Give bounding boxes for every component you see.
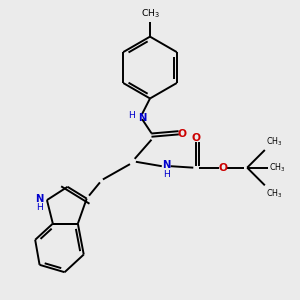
Text: CH$_3$: CH$_3$: [141, 7, 160, 20]
Text: H: H: [128, 111, 135, 120]
Text: CH$_3$: CH$_3$: [266, 135, 283, 148]
Text: H: H: [163, 169, 169, 178]
Text: CH$_3$: CH$_3$: [269, 161, 286, 174]
Text: O: O: [191, 133, 200, 143]
Text: O: O: [218, 163, 227, 173]
Text: H: H: [37, 203, 44, 212]
Text: N: N: [162, 160, 170, 170]
Text: O: O: [178, 129, 187, 139]
Text: CH$_3$: CH$_3$: [266, 188, 283, 200]
Text: N: N: [138, 112, 147, 123]
Text: N: N: [35, 194, 44, 204]
